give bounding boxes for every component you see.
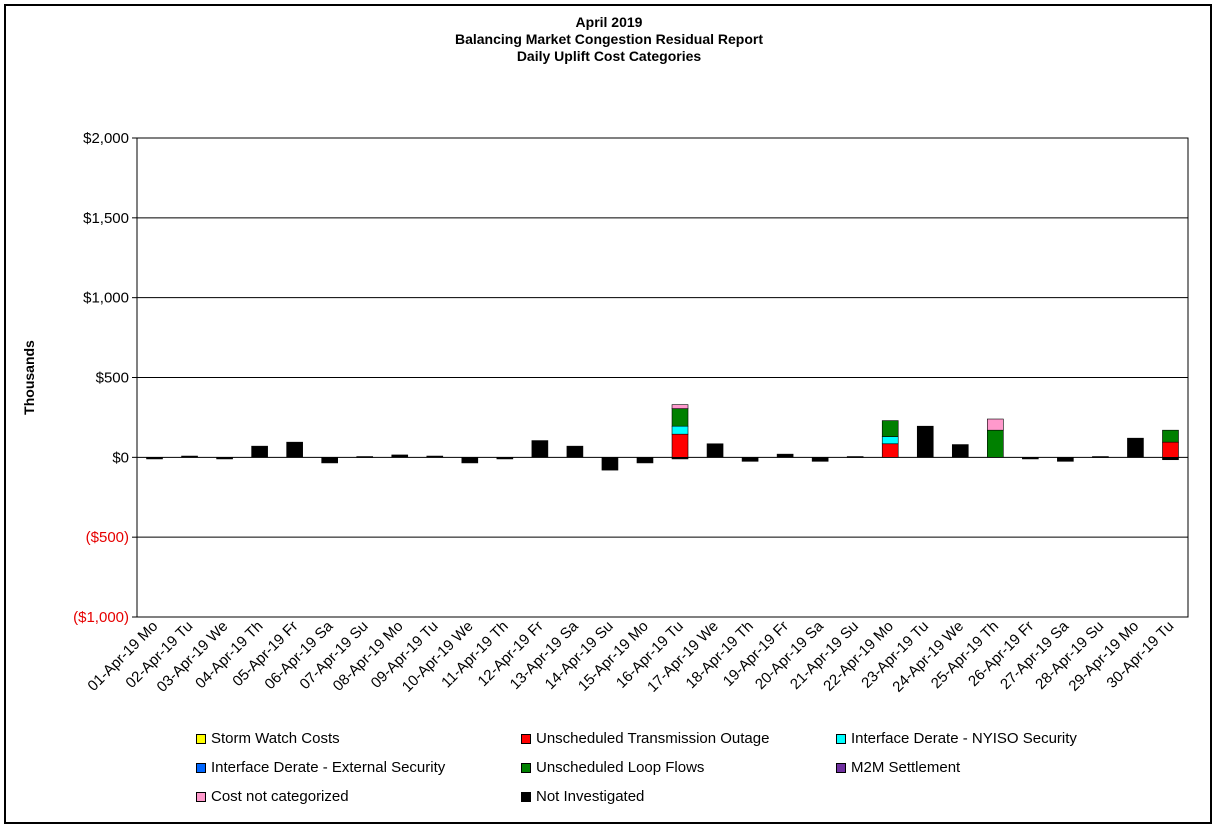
- bar-segment: [286, 441, 303, 458]
- bar-segment: [776, 453, 794, 458]
- bar-segment: [636, 457, 654, 464]
- bar-segment: [881, 436, 899, 445]
- y-tick-label: ($1,000): [73, 609, 129, 626]
- bar-segment: [321, 457, 338, 464]
- bar-segment: [1162, 441, 1179, 458]
- chart-title-block: April 2019 Balancing Market Congestion R…: [0, 14, 1218, 65]
- y-tick-label: $2,000: [83, 130, 129, 147]
- legend-item: Unscheduled Loop Flows: [521, 759, 704, 776]
- bar-segment: [461, 457, 479, 464]
- legend-item: Cost not categorized: [196, 788, 349, 805]
- y-tick-label: $1,500: [83, 210, 129, 227]
- legend-label: Unscheduled Loop Flows: [536, 759, 705, 776]
- y-tick-label: ($500): [86, 529, 129, 546]
- legend-item: Unscheduled Transmission Outage: [521, 730, 769, 747]
- legend-label: Unscheduled Transmission Outage: [536, 730, 770, 747]
- legend-swatch: [836, 733, 846, 744]
- bar-segment: [251, 445, 268, 458]
- legend-item: Not Investigated: [521, 788, 644, 805]
- bar-segment: [1092, 456, 1109, 458]
- legend-swatch: [196, 733, 206, 744]
- bar-segment: [496, 457, 514, 460]
- legend-item: Interface Derate - NYISO Security: [836, 730, 1077, 747]
- bar-segment: [951, 444, 969, 458]
- bar-segment: [1162, 429, 1179, 443]
- y-tick-label: $0: [112, 449, 129, 466]
- bar-segment: [671, 457, 689, 460]
- bar-segment: [426, 455, 444, 458]
- bar-segment: [601, 457, 619, 471]
- bar-segment: [181, 455, 198, 458]
- legend-swatch: [836, 762, 846, 773]
- bar-segment: [1022, 457, 1039, 460]
- bar-segment: [916, 425, 934, 458]
- bar-segment: [987, 429, 1004, 458]
- legend-swatch: [196, 762, 206, 773]
- y-tick-label: $500: [96, 370, 129, 387]
- bar-segment: [881, 443, 899, 458]
- bar-segment: [566, 445, 584, 458]
- bar-segment: [811, 457, 829, 462]
- legend-label: Storm Watch Costs: [211, 730, 340, 747]
- legend-swatch: [521, 762, 531, 773]
- bar-segment: [356, 456, 374, 458]
- legend-item: Interface Derate - External Security: [196, 759, 445, 776]
- legend-swatch: [521, 733, 531, 744]
- bar-segment: [216, 457, 233, 460]
- chart-subtitle-2: Daily Uplift Cost Categories: [516, 48, 702, 64]
- legend-item: Storm Watch Costs: [196, 730, 340, 747]
- legend-label: Interface Derate - External Security: [211, 759, 446, 776]
- legend-label: M2M Settlement: [851, 759, 961, 776]
- legend-label: Interface Derate - NYISO Security: [851, 730, 1077, 747]
- bar-segment: [741, 457, 759, 462]
- y-axis-label: Thousands: [21, 340, 37, 415]
- legend-swatch: [196, 791, 206, 802]
- bar-segment: [846, 456, 864, 458]
- chart-subtitle-1: Balancing Market Congestion Residual Rep…: [454, 31, 764, 47]
- legend-item: M2M Settlement: [836, 759, 960, 776]
- bar-segment: [671, 433, 689, 458]
- bar-segment: [706, 443, 724, 458]
- bar-segment: [1057, 457, 1074, 462]
- bar-segment: [881, 420, 899, 437]
- legend-swatch: [521, 791, 531, 802]
- bar-segment: [671, 425, 689, 435]
- bar-segment: [391, 454, 409, 458]
- legend-label: Cost not categorized: [211, 788, 349, 805]
- bar-segment: [531, 440, 549, 458]
- legend-label: Not Investigated: [536, 788, 645, 805]
- bar-segment: [671, 404, 689, 409]
- bar-segment: [1127, 437, 1144, 458]
- bar-segment: [146, 457, 163, 460]
- bar-segment: [987, 418, 1004, 431]
- bar-segment: [1162, 457, 1179, 461]
- chart-title: April 2019: [575, 14, 643, 30]
- bar-segment: [671, 408, 689, 427]
- y-tick-label: $1,000: [83, 290, 129, 307]
